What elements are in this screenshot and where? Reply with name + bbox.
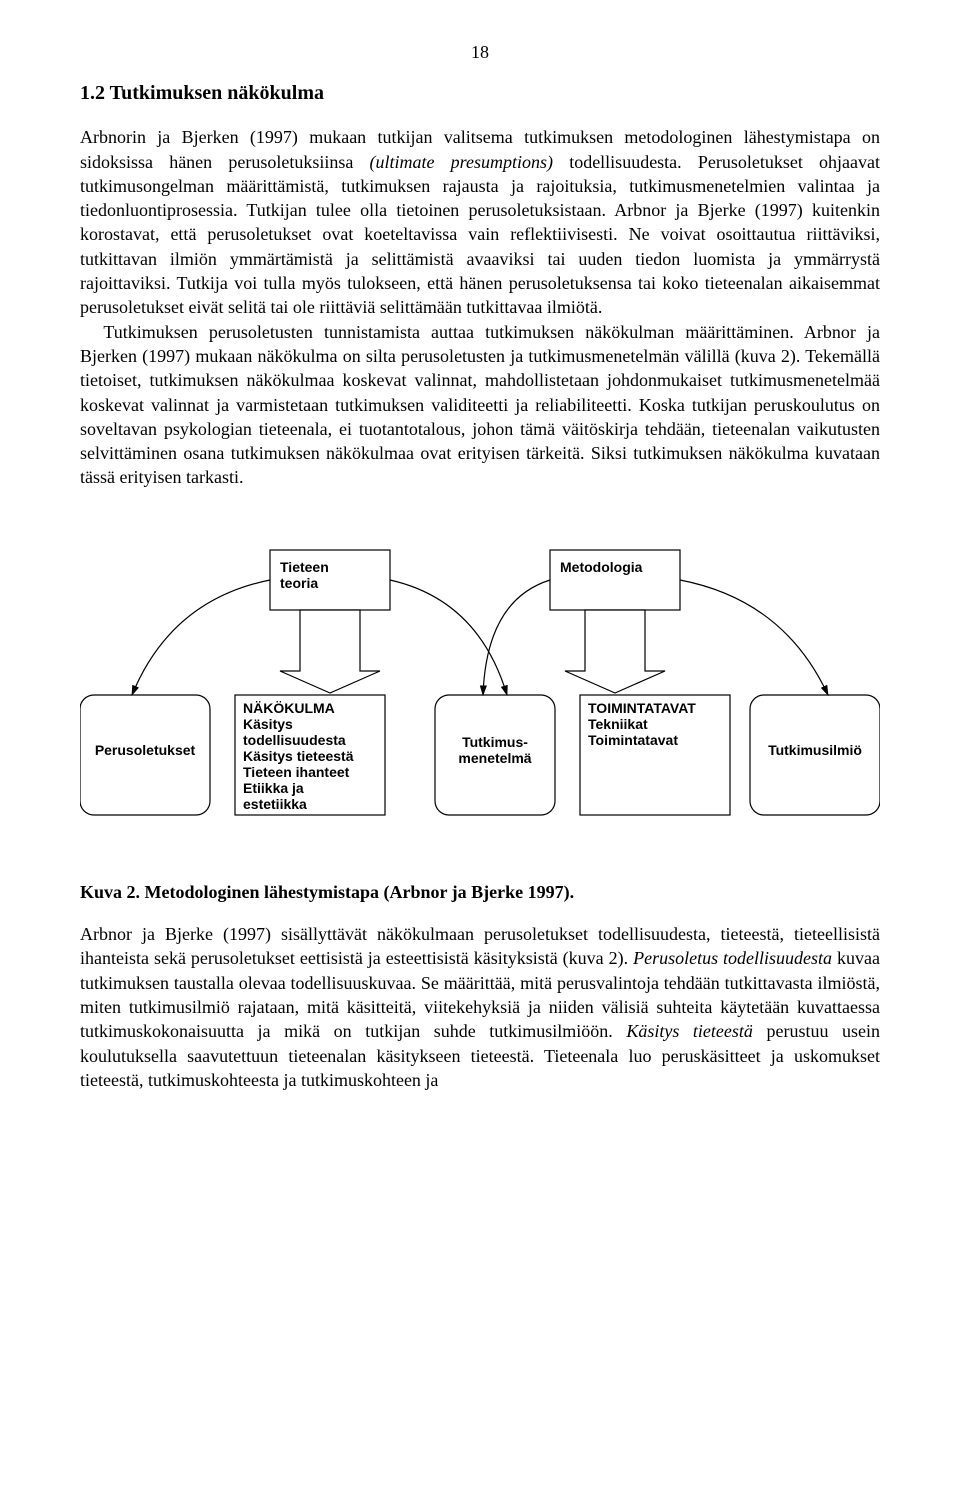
para3-italic-1: Perusoletus todellisuudesta — [633, 948, 832, 968]
svg-text:Käsitys: Käsitys — [243, 716, 293, 732]
figure-caption: Kuva 2. Metodologinen lähestymistapa (Ar… — [80, 880, 880, 904]
svg-text:Tekniikat: Tekniikat — [588, 716, 648, 732]
svg-text:Tieteen: Tieteen — [280, 559, 329, 575]
paragraph-3: Arbnor ja Bjerke (1997) sisällyttävät nä… — [80, 922, 880, 1092]
svg-text:Tieteen ihanteet: Tieteen ihanteet — [243, 764, 350, 780]
svg-text:NÄKÖKULMA: NÄKÖKULMA — [243, 700, 335, 716]
svg-text:estetiikka: estetiikka — [243, 796, 307, 812]
svg-text:TOIMINTATAVAT: TOIMINTATAVAT — [588, 700, 696, 716]
paragraph-2: Tutkimuksen perusoletusten tunnistamista… — [80, 320, 880, 490]
page-number: 18 — [80, 40, 880, 64]
svg-text:menetelmä: menetelmä — [458, 750, 531, 766]
svg-text:Tutkimusilmiö: Tutkimusilmiö — [768, 742, 862, 758]
svg-text:Käsitys tieteestä: Käsitys tieteestä — [243, 748, 354, 764]
svg-text:Etiikka ja: Etiikka ja — [243, 780, 304, 796]
svg-text:Tutkimus-: Tutkimus- — [462, 734, 528, 750]
section-heading: 1.2 Tutkimuksen näkökulma — [80, 80, 880, 107]
para1-text-c: todellisuudesta. Perusoletukset ohjaavat… — [80, 152, 880, 318]
diagram-figure-2: Perusoletukset NÄKÖKULMAKäsitystodellisuu… — [80, 540, 880, 850]
svg-text:Toimintatavat: Toimintatavat — [588, 732, 678, 748]
flowchart-svg: Perusoletukset NÄKÖKULMAKäsitystodellisuu… — [80, 540, 880, 850]
paragraph-1: Arbnorin ja Bjerken (1997) mukaan tutkij… — [80, 125, 880, 319]
svg-text:Perusoletukset: Perusoletukset — [95, 742, 196, 758]
para3-italic-2: Käsitys tieteestä — [626, 1021, 753, 1041]
svg-text:Metodologia: Metodologia — [560, 559, 643, 575]
svg-text:teoria: teoria — [280, 575, 318, 591]
para1-italic: (ultimate presumptions) — [370, 152, 554, 172]
svg-text:todellisuudesta: todellisuudesta — [243, 732, 346, 748]
